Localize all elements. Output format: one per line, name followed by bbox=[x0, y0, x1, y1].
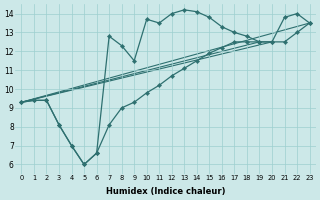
X-axis label: Humidex (Indice chaleur): Humidex (Indice chaleur) bbox=[106, 187, 225, 196]
